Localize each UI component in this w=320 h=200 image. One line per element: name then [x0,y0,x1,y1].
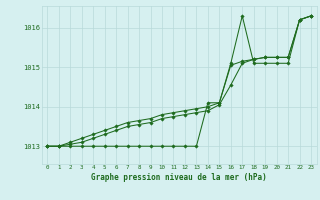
X-axis label: Graphe pression niveau de la mer (hPa): Graphe pression niveau de la mer (hPa) [91,173,267,182]
